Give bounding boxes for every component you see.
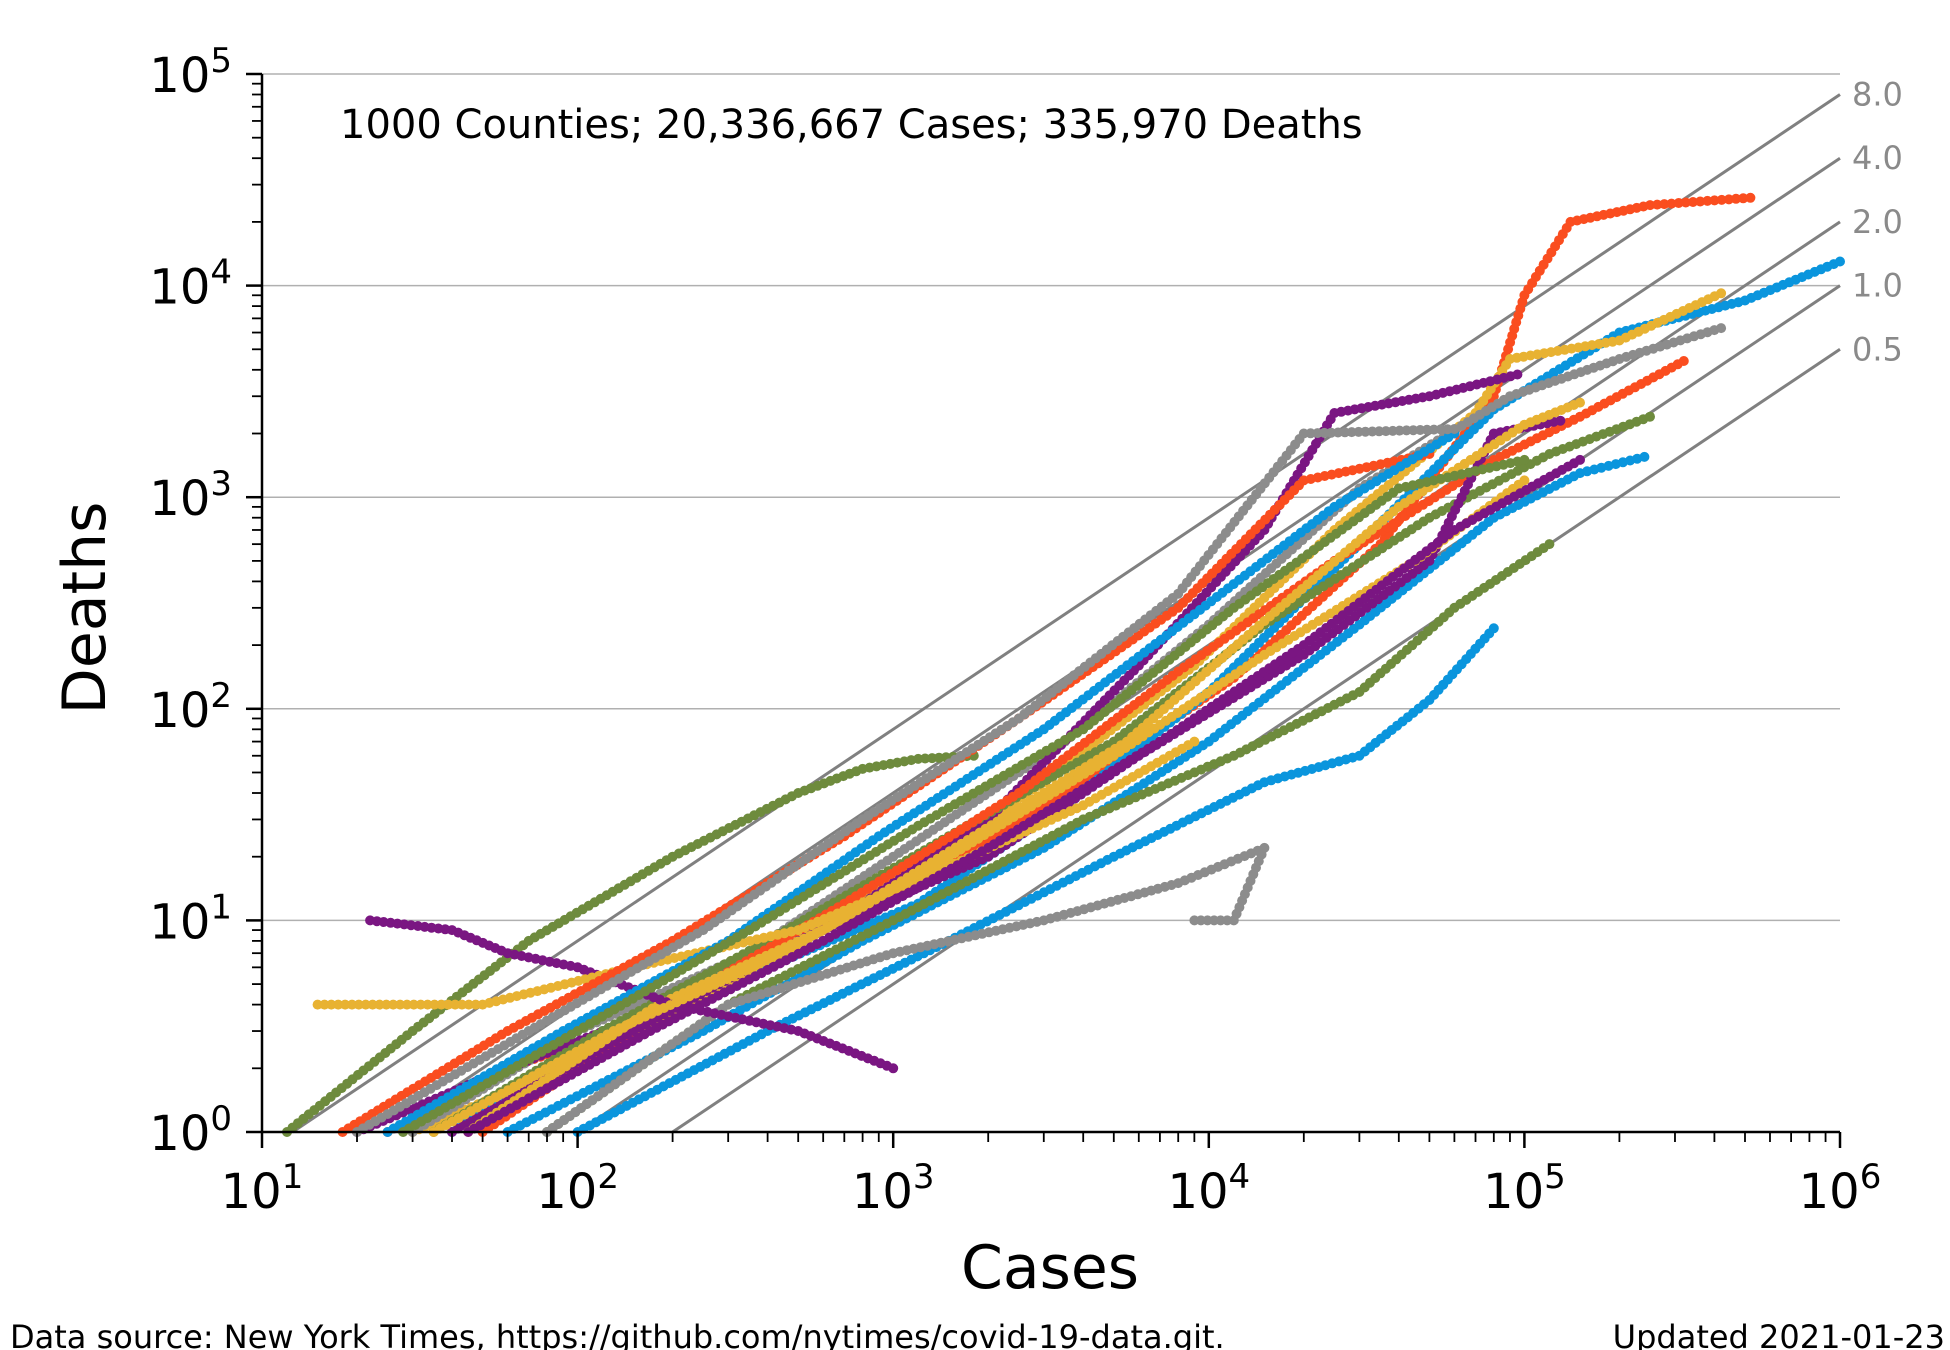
data-point xyxy=(415,999,426,1010)
data-point xyxy=(470,999,481,1010)
county-series-17 xyxy=(382,428,1460,1137)
data-point xyxy=(443,999,454,1010)
data-point xyxy=(1449,424,1460,434)
chart-annotation: 1000 Counties; 20,336,667 Cases; 335,970… xyxy=(340,102,1363,148)
data-point xyxy=(367,999,378,1010)
y-tick-label-4: 104 xyxy=(149,253,232,316)
horizontal-gridlines xyxy=(262,73,1840,922)
data-point xyxy=(326,999,337,1010)
data-point xyxy=(1745,192,1756,203)
data-point xyxy=(1695,196,1706,207)
data-point xyxy=(408,999,419,1010)
data-point xyxy=(1659,199,1670,210)
data-point xyxy=(1555,415,1566,426)
data-point xyxy=(1645,200,1655,211)
data-point xyxy=(450,999,461,1010)
data-point xyxy=(1652,199,1663,210)
data-point xyxy=(1716,323,1727,334)
data-point xyxy=(1645,411,1655,422)
updated-date: Updated 2021-01-23 xyxy=(1613,1318,1945,1350)
data-point xyxy=(1738,193,1749,204)
data-point xyxy=(1731,193,1741,204)
y-tick-label-1: 101 xyxy=(149,887,232,950)
data-point xyxy=(1673,198,1684,208)
data-point xyxy=(1709,195,1720,206)
data-point xyxy=(1544,539,1555,550)
x-tick-label-4: 105 xyxy=(1483,1157,1566,1220)
x-tick-label-3: 104 xyxy=(1167,1157,1250,1220)
ratio-label-3: 1.0 xyxy=(1852,267,1903,305)
data-point xyxy=(436,999,447,1010)
data-point xyxy=(1716,288,1727,299)
data-point xyxy=(1189,736,1200,747)
data-point xyxy=(388,999,399,1010)
data-point xyxy=(463,999,474,1010)
data-point xyxy=(1678,356,1689,366)
ratio-label-0: 8.0 xyxy=(1852,76,1903,114)
data-point xyxy=(888,1063,899,1074)
y-tick-label-5: 105 xyxy=(149,41,232,104)
x-tick-label-1: 102 xyxy=(536,1157,619,1220)
ratio-label-4: 0.5 xyxy=(1852,330,1903,368)
ratio-label-1: 4.0 xyxy=(1852,139,1903,177)
x-tick-label-2: 103 xyxy=(852,1157,935,1220)
data-point xyxy=(1639,451,1650,462)
y-tick-label-2: 102 xyxy=(149,676,232,739)
county-series-11 xyxy=(572,623,1499,1137)
x-axis-title: Cases xyxy=(961,1233,1139,1303)
y-tick-label-0: 100 xyxy=(149,1099,232,1162)
x-tick-label-0: 101 xyxy=(221,1157,304,1220)
county-series-14 xyxy=(365,915,899,1074)
data-point xyxy=(381,999,392,1010)
data-source-note: Data source: New York Times, https://git… xyxy=(10,1318,1225,1350)
data-point xyxy=(1189,915,1200,926)
county-series-20 xyxy=(428,475,1530,1137)
x-tick-label-5: 106 xyxy=(1799,1157,1882,1220)
data-point xyxy=(1716,194,1727,205)
data-point xyxy=(1688,197,1698,207)
data-point xyxy=(395,999,406,1010)
data-point xyxy=(1575,397,1585,408)
data-point xyxy=(1519,454,1530,465)
data-point xyxy=(1702,195,1713,206)
y-axis-title: Deaths xyxy=(50,502,120,715)
data-point xyxy=(1575,454,1585,465)
data-point xyxy=(1680,197,1691,208)
data-point xyxy=(312,999,323,1010)
data-point xyxy=(353,999,364,1010)
county-series xyxy=(282,192,1845,1137)
data-point xyxy=(1512,369,1523,380)
ratio-label-2: 2.0 xyxy=(1852,203,1903,241)
data-point xyxy=(1835,256,1845,267)
county-series-18 xyxy=(352,424,1460,1137)
county-series-12 xyxy=(542,842,1270,1137)
county-series-10 xyxy=(542,539,1555,1137)
reference-ratio-lines: 8.0 4.0 2.0 1.0 0.5 xyxy=(291,76,1903,1134)
ratio-line-0 xyxy=(291,93,1841,1134)
county-series-19 xyxy=(398,454,1530,1137)
data-point xyxy=(1488,623,1499,634)
data-point xyxy=(340,999,351,1010)
data-point xyxy=(360,999,371,1010)
data-point xyxy=(333,999,344,1010)
data-point xyxy=(422,999,433,1010)
data-point xyxy=(1666,198,1677,209)
y-tick-label-3: 103 xyxy=(149,464,232,527)
